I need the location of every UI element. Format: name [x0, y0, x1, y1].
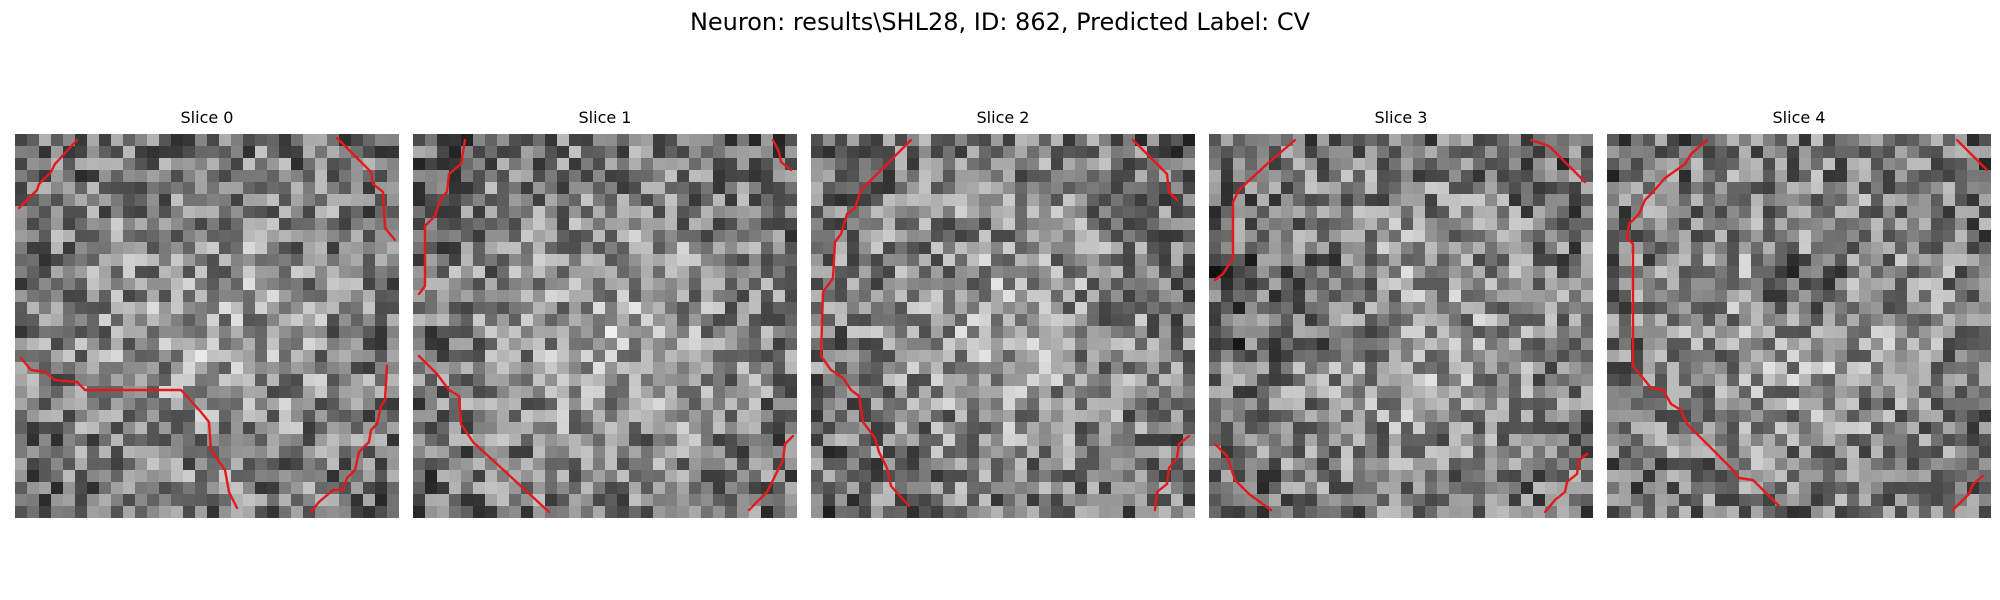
slice-title: Slice 2 — [976, 108, 1030, 127]
roi-contours — [17, 136, 397, 514]
slice-svg — [1209, 134, 1593, 518]
roi-contours — [819, 138, 1191, 512]
roi-contours — [1213, 138, 1589, 514]
roi-contour — [1955, 138, 1989, 172]
pixel-grid — [1209, 134, 1593, 518]
slice-svg — [15, 134, 399, 518]
roi-contour — [1543, 452, 1589, 514]
slice-svg — [413, 134, 797, 518]
roi-contour — [1213, 138, 1297, 282]
pixel-grid — [413, 134, 797, 518]
roi-contour — [17, 138, 79, 210]
slice-panel-3: Slice 3 — [1209, 106, 1593, 518]
roi-contour — [1625, 138, 1781, 508]
roi-contour — [335, 136, 397, 242]
slice-panel-0: Slice 0 — [15, 106, 399, 518]
roi-contour — [417, 138, 467, 296]
roi-contours — [1625, 138, 1989, 512]
figure-title: Neuron: results\SHL28, ID: 862, Predicte… — [689, 8, 1311, 36]
roi-contour — [747, 434, 795, 512]
slice-panel-4: Slice 4 — [1607, 106, 1991, 518]
slice-title: Slice 0 — [180, 108, 234, 127]
slice-image — [811, 134, 1195, 518]
roi-contour — [771, 138, 793, 172]
slice-panel-1: Slice 1 — [413, 106, 797, 518]
roi-contour — [1153, 434, 1191, 512]
slice-title: Slice 1 — [578, 108, 632, 127]
slice-panel-2: Slice 2 — [811, 106, 1195, 518]
roi-contour — [309, 364, 389, 514]
slice-svg — [1607, 134, 1991, 518]
roi-contour — [417, 354, 551, 514]
pixel-grid — [811, 134, 1195, 518]
slice-title: Slice 4 — [1772, 108, 1826, 127]
slice-image — [1209, 134, 1593, 518]
roi-contour — [819, 138, 913, 508]
slice-image — [1607, 134, 1991, 518]
roi-contour — [1529, 138, 1587, 184]
roi-contour — [1131, 138, 1179, 202]
roi-contour — [19, 356, 239, 510]
roi-contour — [1951, 474, 1985, 512]
slice-svg — [811, 134, 1195, 518]
slice-image — [15, 134, 399, 518]
roi-contour — [1213, 442, 1273, 512]
slice-title: Slice 3 — [1374, 108, 1428, 127]
slice-image — [413, 134, 797, 518]
roi-contours — [417, 138, 795, 514]
pixel-grid — [1607, 134, 1991, 518]
pixel-grid — [15, 134, 399, 518]
